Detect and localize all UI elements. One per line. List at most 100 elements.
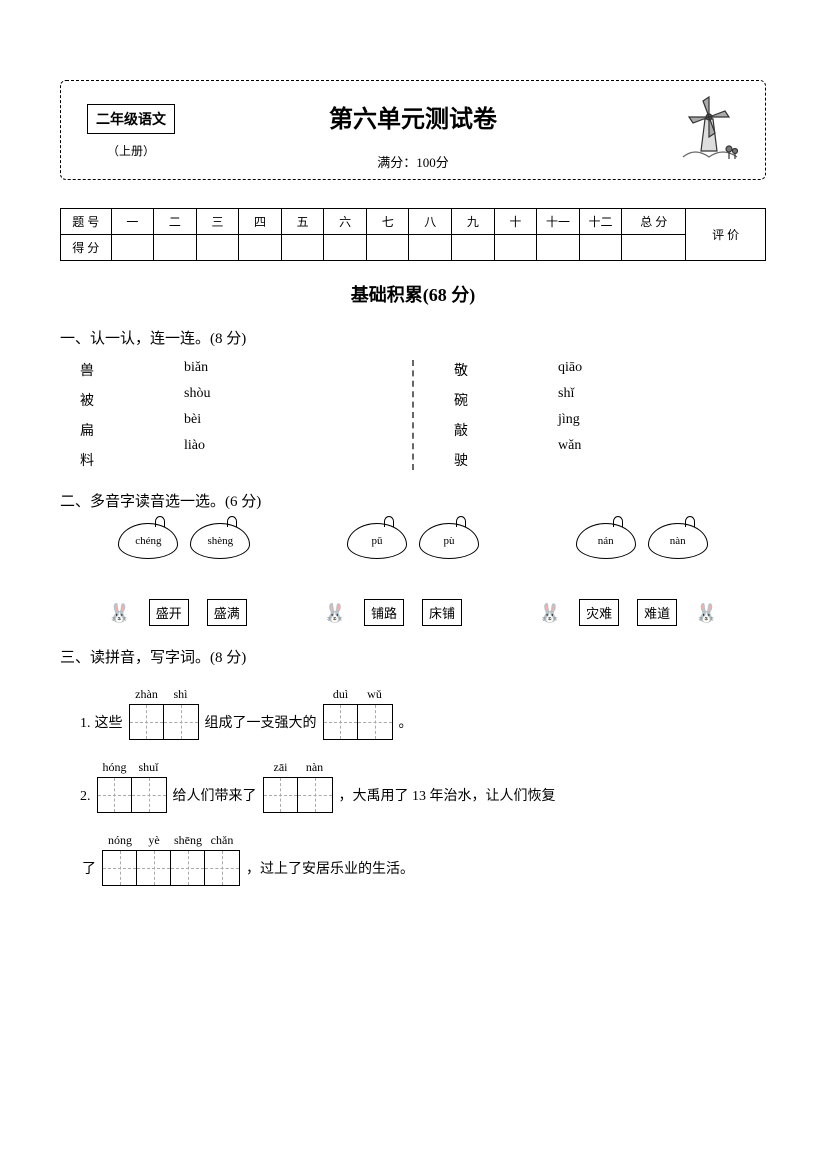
char: 敬 bbox=[454, 360, 468, 380]
word-group: 🐰 灾难 难道 🐰 bbox=[539, 599, 718, 626]
volume-label: （上册） bbox=[107, 142, 155, 159]
tianzige[interactable] bbox=[323, 704, 393, 740]
windmill-icon bbox=[675, 91, 745, 172]
q1-left-pinyin: biǎn shòu bèi liào bbox=[184, 360, 210, 470]
score-cell[interactable] bbox=[409, 235, 452, 261]
score-cell[interactable] bbox=[324, 235, 367, 261]
row-label: 题 号 bbox=[61, 209, 112, 235]
pinyin-row: nóng yè shēng chǎn bbox=[103, 833, 239, 848]
rabbit-icon: 🐰 bbox=[324, 604, 346, 622]
text: 。 bbox=[399, 712, 413, 732]
q2-words: 🐰 盛开 盛满 🐰 铺路 床铺 🐰 灾难 难道 🐰 bbox=[60, 599, 766, 626]
col-8: 八 bbox=[409, 209, 452, 235]
pinyin-row: zhàn shì bbox=[130, 687, 198, 702]
pinyin: duì bbox=[324, 687, 358, 702]
tianzige[interactable] bbox=[263, 777, 333, 813]
score-cell[interactable] bbox=[622, 235, 686, 261]
q2-heading: 二、多音字读音选一选。(6 分) bbox=[60, 490, 766, 511]
q2-leaves: chéng shèng pū pù nán nàn bbox=[60, 523, 766, 559]
tzg-cell[interactable] bbox=[98, 778, 132, 812]
tzg-cell[interactable] bbox=[205, 851, 239, 885]
score-cell[interactable] bbox=[579, 235, 622, 261]
pinyin: bèi bbox=[184, 412, 210, 428]
pinyin-box: zhàn shì bbox=[129, 687, 199, 740]
rabbit-icon: 🐰 bbox=[539, 604, 561, 622]
score-cell[interactable] bbox=[154, 235, 197, 261]
tianzige[interactable] bbox=[102, 850, 240, 886]
word-box: 铺路 bbox=[364, 599, 404, 626]
tzg-cell[interactable] bbox=[130, 705, 164, 739]
col-11: 十一 bbox=[537, 209, 580, 235]
exam-header: 二年级语文 （上册） 第六单元测试卷 满分：100分 bbox=[60, 80, 766, 180]
score-cell[interactable] bbox=[452, 235, 495, 261]
word-box: 难道 bbox=[637, 599, 677, 626]
pinyin: shì bbox=[164, 687, 198, 702]
pinyin-row: zāi nàn bbox=[264, 760, 332, 775]
pinyin: biǎn bbox=[184, 360, 210, 376]
exam-title: 第六单元测试卷 bbox=[329, 99, 497, 134]
grade-label: 二年级语文 bbox=[87, 104, 175, 134]
score-cell[interactable] bbox=[239, 235, 282, 261]
score-cell[interactable] bbox=[111, 235, 154, 261]
text: 给人们带来了 bbox=[173, 785, 257, 805]
col-1: 一 bbox=[111, 209, 154, 235]
char: 兽 bbox=[80, 360, 94, 380]
q3-heading: 三、读拼音，写字词。(8 分) bbox=[60, 646, 766, 667]
leaf: shèng bbox=[190, 523, 250, 559]
rabbit-icon: 🐰 bbox=[695, 604, 717, 622]
tzg-cell[interactable] bbox=[358, 705, 392, 739]
divider bbox=[412, 360, 414, 470]
tzg-cell[interactable] bbox=[132, 778, 166, 812]
tzg-cell[interactable] bbox=[164, 705, 198, 739]
rabbit-icon: 🐰 bbox=[108, 604, 130, 622]
pinyin: nóng bbox=[103, 833, 137, 848]
score-cell[interactable] bbox=[537, 235, 580, 261]
tianzige[interactable] bbox=[129, 704, 199, 740]
leaf-group: nán nàn bbox=[576, 523, 708, 559]
full-score: 满分：100分 bbox=[377, 152, 449, 171]
q1-content: 兽 被 扁 料 biǎn shòu bèi liào 敬 碗 敲 驶 qiāo … bbox=[60, 360, 766, 470]
tianzige[interactable] bbox=[97, 777, 167, 813]
col-4: 四 bbox=[239, 209, 282, 235]
text: 了 bbox=[82, 858, 96, 878]
pinyin: hóng bbox=[98, 760, 132, 775]
score-cell[interactable] bbox=[281, 235, 324, 261]
col-9: 九 bbox=[452, 209, 495, 235]
char: 敲 bbox=[454, 420, 468, 440]
char: 料 bbox=[80, 450, 94, 470]
pinyin: wǎn bbox=[558, 438, 582, 454]
score-cell[interactable] bbox=[366, 235, 409, 261]
col-rating: 评 价 bbox=[686, 209, 766, 261]
tzg-cell[interactable] bbox=[171, 851, 205, 885]
col-2: 二 bbox=[154, 209, 197, 235]
pinyin-box: duì wǔ bbox=[323, 687, 393, 740]
leaf-group: chéng shèng bbox=[118, 523, 250, 559]
q3-line1: 1. 这些 zhàn shì 组成了一支强大的 duì wǔ 。 bbox=[60, 687, 766, 740]
row-label: 得 分 bbox=[61, 235, 112, 261]
pinyin-row: duì wǔ bbox=[324, 687, 392, 702]
q3-line3: 了 nóng yè shēng chǎn ，过上了安居乐业的生活。 bbox=[60, 833, 766, 886]
q1-right: 敬 碗 敲 驶 qiāo shǐ jìng wǎn bbox=[454, 360, 746, 470]
leaf: pū bbox=[347, 523, 407, 559]
pinyin: liào bbox=[184, 438, 210, 454]
line-num: 1. bbox=[80, 716, 91, 732]
tzg-cell[interactable] bbox=[264, 778, 298, 812]
score-header-row: 题 号 一 二 三 四 五 六 七 八 九 十 十一 十二 总 分 评 价 bbox=[61, 209, 766, 235]
leaf: nán bbox=[576, 523, 636, 559]
text: 这些 bbox=[95, 712, 123, 732]
text: 组成了一支强大的 bbox=[205, 712, 317, 732]
tzg-cell[interactable] bbox=[137, 851, 171, 885]
tzg-cell[interactable] bbox=[298, 778, 332, 812]
tzg-cell[interactable] bbox=[324, 705, 358, 739]
char: 碗 bbox=[454, 390, 468, 410]
score-cell[interactable] bbox=[494, 235, 537, 261]
q1-right-pinyin: qiāo shǐ jìng wǎn bbox=[558, 360, 582, 470]
word-group: 🐰 铺路 床铺 bbox=[324, 599, 462, 626]
pinyin: wǔ bbox=[358, 687, 392, 702]
tzg-cell[interactable] bbox=[103, 851, 137, 885]
pinyin: zhàn bbox=[130, 687, 164, 702]
score-cell[interactable] bbox=[196, 235, 239, 261]
word-group: 🐰 盛开 盛满 bbox=[108, 599, 246, 626]
col-total: 总 分 bbox=[622, 209, 686, 235]
col-5: 五 bbox=[281, 209, 324, 235]
